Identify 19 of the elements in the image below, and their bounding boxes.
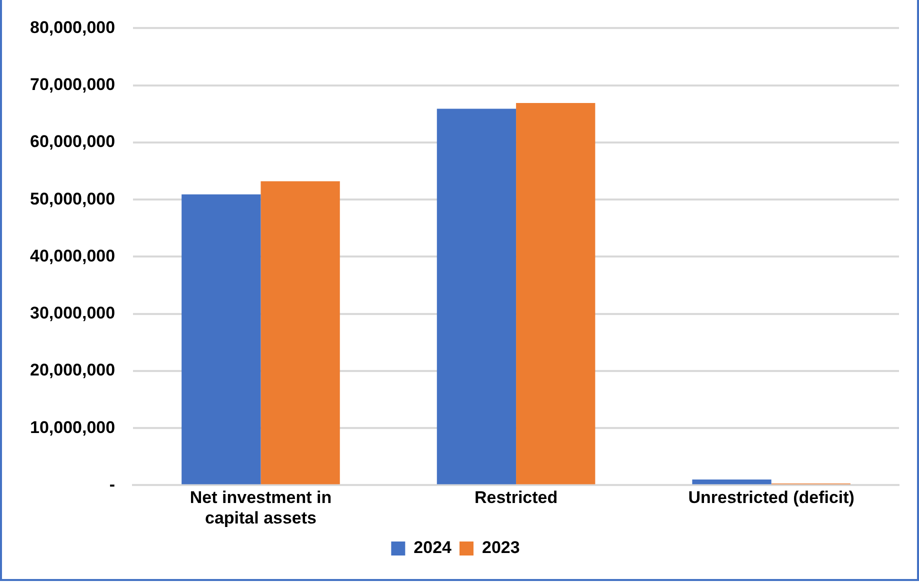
bar (436, 108, 516, 484)
bar (692, 479, 772, 484)
x-tick-label: Restricted (474, 488, 558, 508)
y-tick-label: - (109, 474, 116, 494)
y-tick-label: 80,000,000 (30, 18, 116, 37)
y-tick-label: 50,000,000 (30, 189, 116, 208)
y-tick-label: 20,000,000 (30, 360, 116, 380)
y-tick-label: 10,000,000 (30, 418, 116, 437)
bar (260, 181, 340, 484)
legend-label: 2023 (482, 538, 520, 558)
y-tick-label: 30,000,000 (30, 304, 116, 323)
y-tick-label: 60,000,000 (30, 132, 116, 152)
legend-label: 2024 (414, 538, 452, 558)
y-tick-label: 70,000,000 (30, 75, 116, 94)
bar (516, 103, 596, 484)
x-tick-label: Net investment in capital assets (190, 488, 332, 528)
x-tick-label: Unrestricted (deficit) (688, 488, 854, 508)
y-tick-label: 40,000,000 (30, 246, 116, 266)
bar (182, 194, 261, 484)
